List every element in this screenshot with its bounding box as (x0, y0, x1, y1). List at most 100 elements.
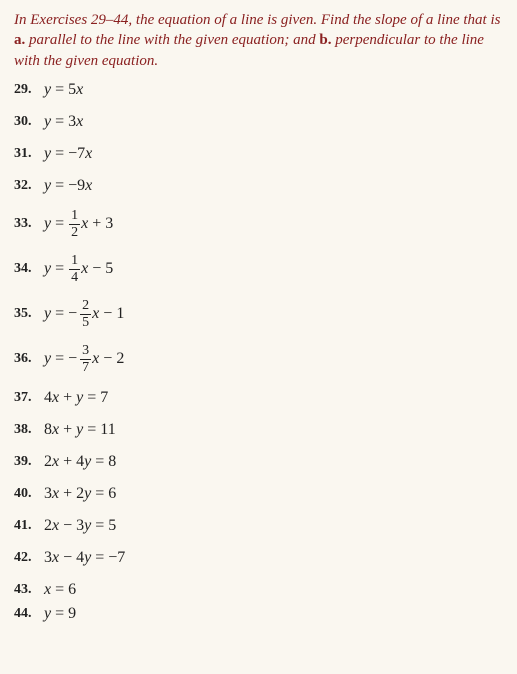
operator: − (103, 350, 112, 368)
part-a-text: parallel to the line with the given equa… (25, 32, 319, 48)
numerator: 3 (80, 344, 91, 359)
equation: y = −9x (44, 177, 92, 195)
problem-35: 35. y = − 2 5 x − 1 (14, 299, 503, 330)
problem-44: 44. y = 9 (14, 605, 503, 623)
equation: 4x + y = 7 (44, 389, 108, 407)
problem-number: 41. (14, 518, 44, 534)
problem-number: 35. (14, 306, 44, 322)
problem-number: 30. (14, 114, 44, 130)
lhs: y (44, 113, 51, 131)
lhs: y (44, 145, 51, 163)
problem-number: 32. (14, 178, 44, 194)
exercise-instructions: In Exercises 29–44, the equation of a li… (14, 10, 503, 71)
problem-number: 29. (14, 82, 44, 98)
denominator: 5 (80, 314, 91, 330)
negative-sign: − (68, 350, 77, 368)
numerator: 2 (80, 299, 91, 314)
var: x (76, 113, 83, 131)
problem-number: 43. (14, 582, 44, 598)
equation: 3x + 2y = 6 (44, 485, 116, 503)
coef: −9 (68, 177, 85, 195)
equation: 3x − 4y = −7 (44, 549, 125, 567)
fraction: 2 5 (80, 299, 91, 330)
problem-number: 33. (14, 216, 44, 232)
lhs: y (44, 177, 51, 195)
fraction: 1 4 (69, 254, 80, 285)
fraction: 3 7 (80, 344, 91, 375)
coef: −7 (68, 145, 85, 163)
problem-43: 43. x = 6 (14, 581, 503, 599)
operator: − (103, 305, 112, 323)
part-a-label: a. (14, 32, 25, 48)
equals: = (55, 81, 64, 99)
equation: 8x + y = 11 (44, 421, 116, 439)
numerator: 1 (69, 209, 80, 224)
negative-sign: − (68, 305, 77, 323)
equals: = (55, 260, 64, 278)
problem-36: 36. y = − 3 7 x − 2 (14, 344, 503, 375)
problem-number: 39. (14, 454, 44, 470)
var: x (85, 145, 92, 163)
constant: 1 (116, 305, 124, 323)
problem-33: 33. y = 1 2 x + 3 (14, 209, 503, 240)
lhs: y (44, 350, 51, 368)
problem-34: 34. y = 1 4 x − 5 (14, 254, 503, 285)
denominator: 2 (69, 224, 80, 240)
problem-31: 31. y = −7x (14, 145, 503, 163)
equation: y = −7x (44, 145, 92, 163)
constant: 2 (116, 350, 124, 368)
problem-number: 44. (14, 606, 44, 622)
lhs: y (44, 81, 51, 99)
equation: y = 1 4 x − 5 (44, 254, 113, 285)
var: x (85, 177, 92, 195)
problem-number: 37. (14, 390, 44, 406)
equals: = (55, 113, 64, 131)
var: x (81, 260, 88, 278)
problem-number: 42. (14, 550, 44, 566)
problem-list: 29. y = 5x 30. y = 3x 31. y = −7x 32. y … (14, 81, 503, 629)
var: x (92, 350, 99, 368)
lhs: y (44, 215, 51, 233)
equation: y = − 3 7 x − 2 (44, 344, 124, 375)
equation: y = 1 2 x + 3 (44, 209, 113, 240)
equation: y = − 2 5 x − 1 (44, 299, 124, 330)
problem-38: 38. 8x + y = 11 (14, 421, 503, 439)
equals: = (55, 215, 64, 233)
equals: = (55, 177, 64, 195)
problem-30: 30. y = 3x (14, 113, 503, 131)
problem-number: 34. (14, 261, 44, 277)
equation: 2x + 4y = 8 (44, 453, 116, 471)
coef: 5 (68, 81, 76, 99)
constant: 5 (105, 260, 113, 278)
equation: y = 9 (44, 605, 76, 623)
problem-number: 36. (14, 351, 44, 367)
equals: = (55, 145, 64, 163)
problem-42: 42. 3x − 4y = −7 (14, 549, 503, 567)
coef: 3 (68, 113, 76, 131)
equals: = (55, 305, 64, 323)
equation: y = 5x (44, 81, 83, 99)
instructions-pre: In Exercises 29–44, the equation of a li… (14, 12, 500, 28)
problem-39: 39. 2x + 4y = 8 (14, 453, 503, 471)
equation: 2x − 3y = 5 (44, 517, 116, 535)
problem-41: 41. 2x − 3y = 5 (14, 517, 503, 535)
problem-29: 29. y = 5x (14, 81, 503, 99)
fraction: 1 2 (69, 209, 80, 240)
constant: 3 (105, 215, 113, 233)
problem-37: 37. 4x + y = 7 (14, 389, 503, 407)
equals: = (55, 350, 64, 368)
problem-number: 31. (14, 146, 44, 162)
equation: y = 3x (44, 113, 83, 131)
denominator: 4 (69, 269, 80, 285)
equation: x = 6 (44, 581, 76, 599)
problem-number: 40. (14, 486, 44, 502)
lhs: y (44, 260, 51, 278)
part-b-label: b. (319, 32, 331, 48)
lhs: y (44, 305, 51, 323)
var: x (92, 305, 99, 323)
problem-32: 32. y = −9x (14, 177, 503, 195)
operator: − (92, 260, 101, 278)
numerator: 1 (69, 254, 80, 269)
operator: + (92, 215, 101, 233)
var: x (76, 81, 83, 99)
